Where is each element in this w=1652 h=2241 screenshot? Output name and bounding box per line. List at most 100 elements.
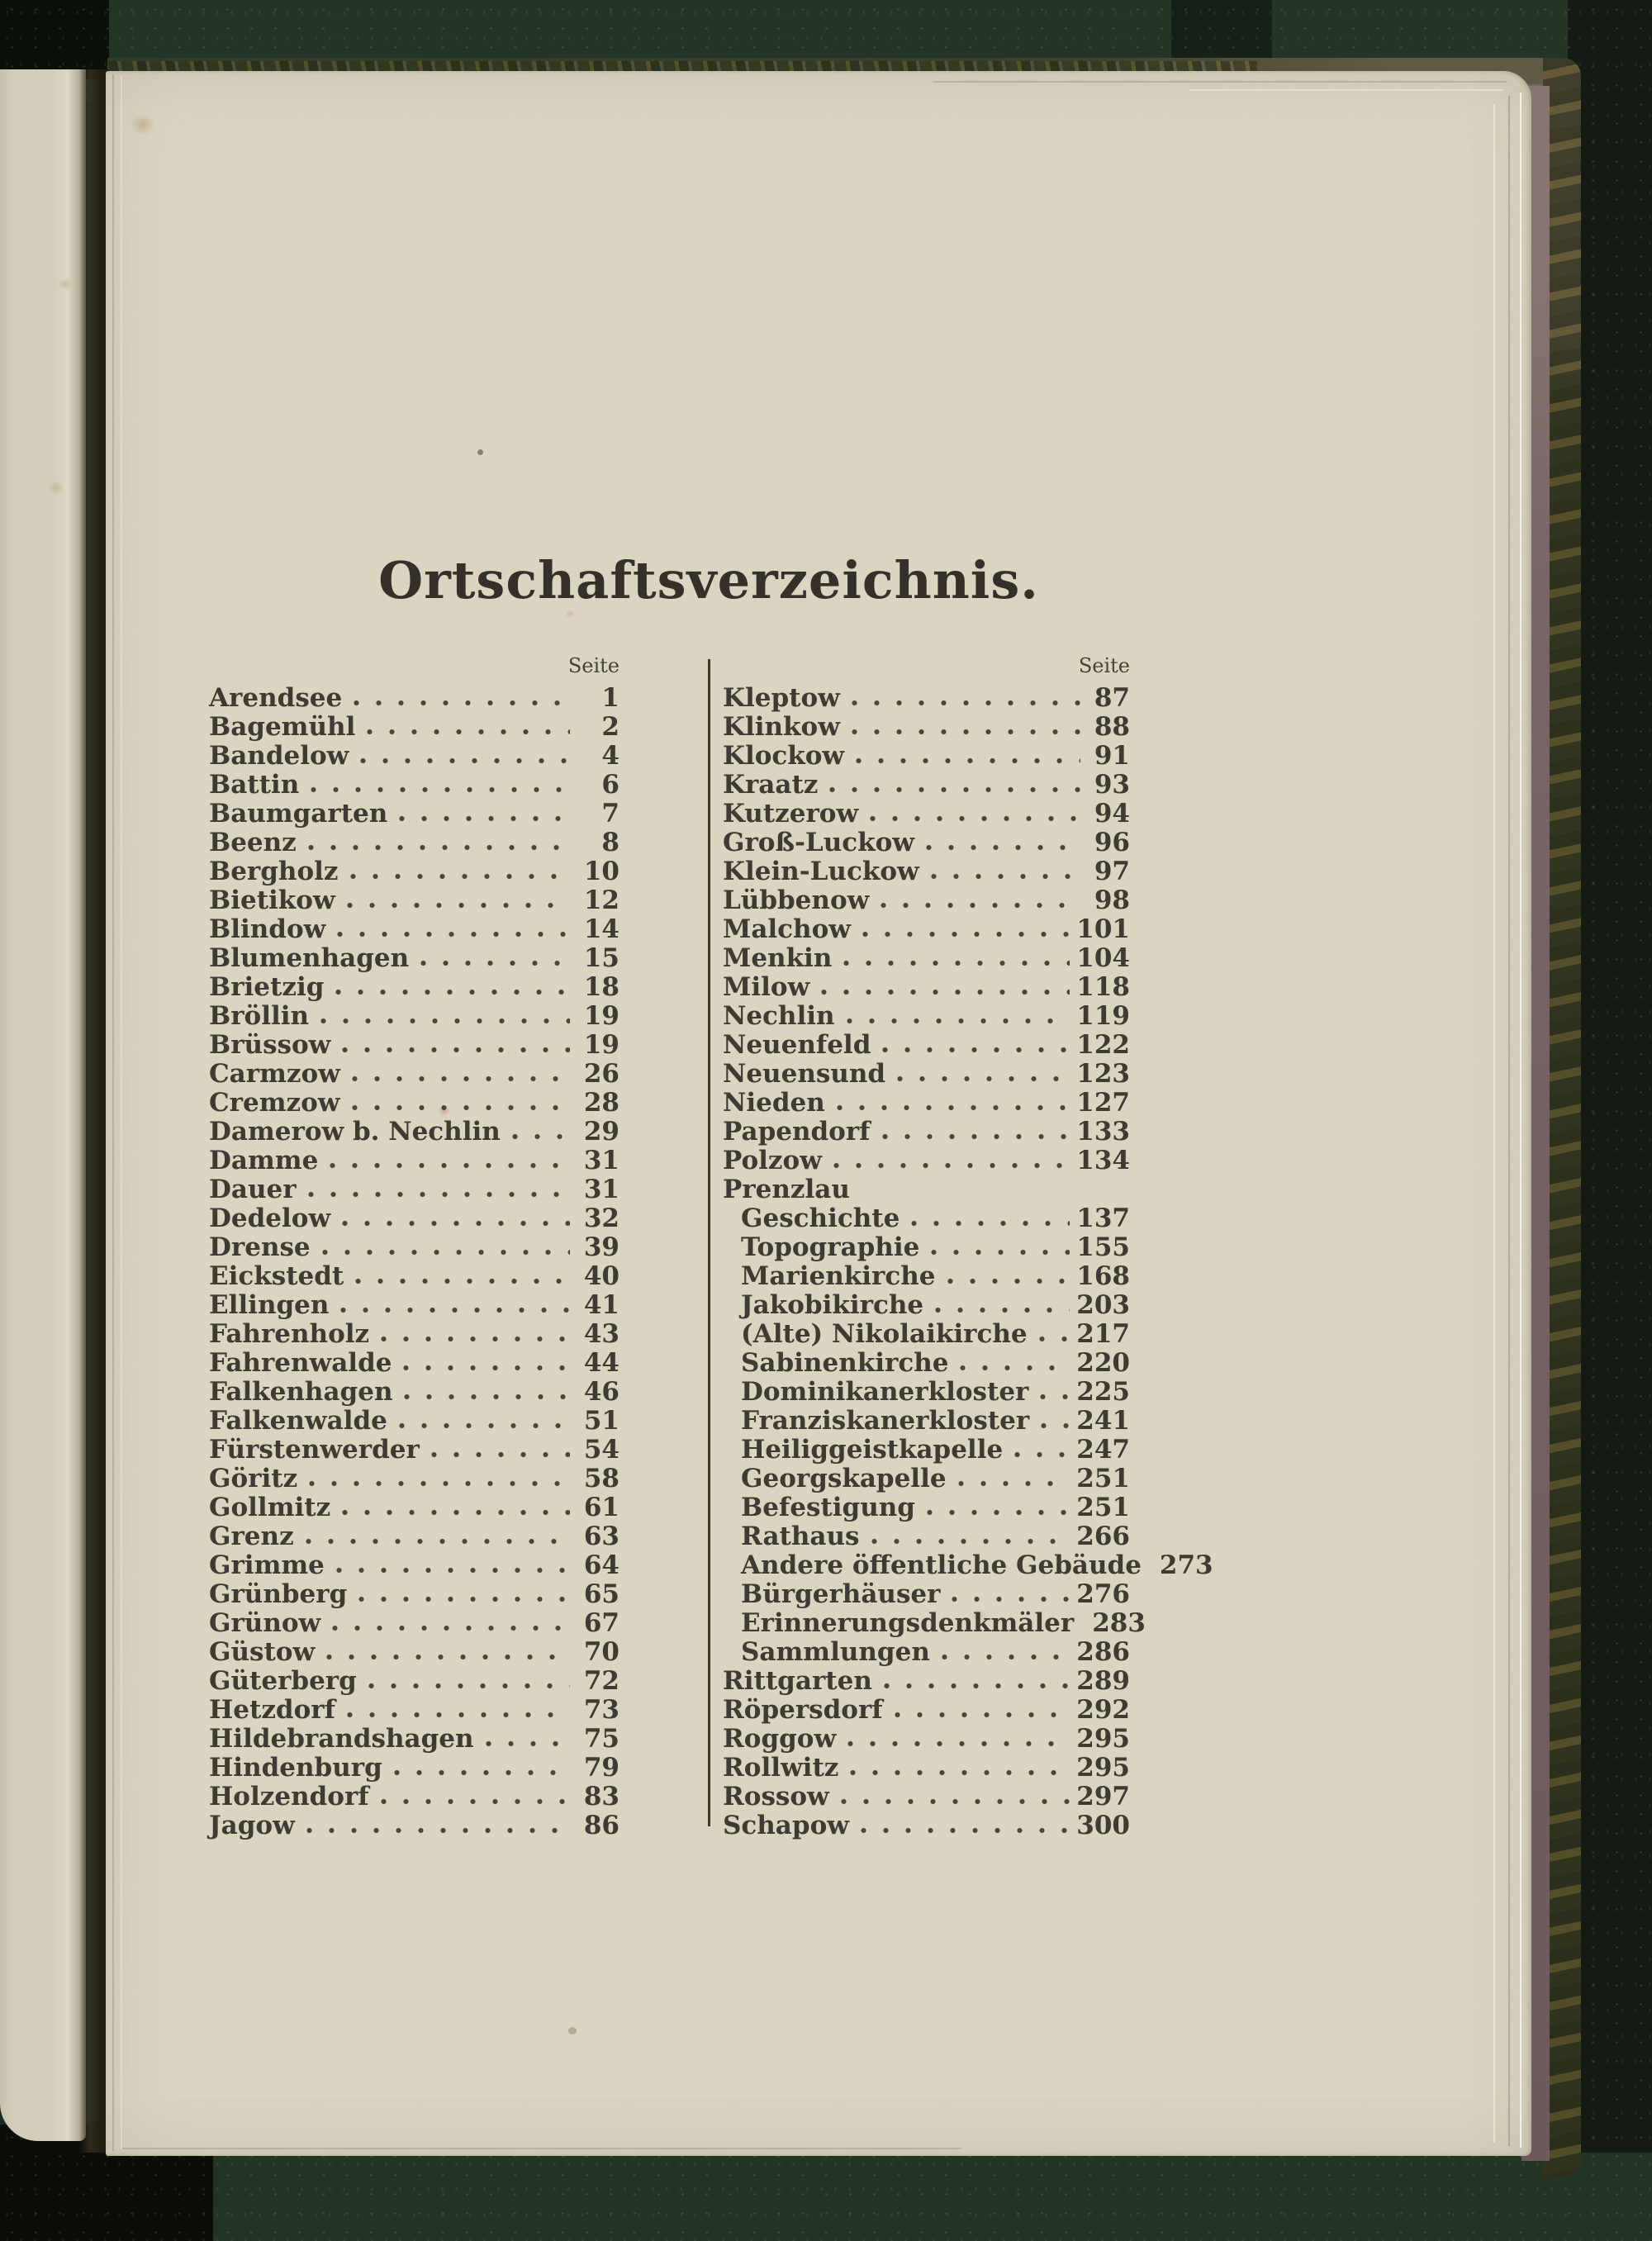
toc-entry: Bergholz 10 <box>209 857 620 886</box>
toc-entry-page: 273 <box>1159 1550 1213 1580</box>
toc-leader-dots <box>1014 1451 1070 1459</box>
toc-entry: Georgskapelle 251 <box>723 1465 1130 1493</box>
toc-entry: Milow 118 <box>723 973 1130 1002</box>
toc-leader-dots <box>332 1625 570 1632</box>
toc-entry-label: Andere öffentliche Gebäude <box>741 1550 1142 1580</box>
toc-entry: Jakobikirche 203 <box>723 1291 1130 1320</box>
toc-entry-page: 44 <box>583 1348 620 1378</box>
page-gutter-shadow <box>79 69 109 2153</box>
toc-entry: Kraatz 93 <box>723 771 1130 800</box>
toc-entry-page: 295 <box>1076 1753 1130 1783</box>
toc-entry: Schapow 300 <box>723 1811 1130 1840</box>
toc-entry-label: Kraatz <box>723 770 819 800</box>
toc-entry: Grenz 63 <box>209 1522 620 1551</box>
toc-entry-label: Holzendorf <box>209 1782 369 1811</box>
toc-entry-label: Fahrenholz <box>209 1319 370 1349</box>
toc-entry: Grünow 67 <box>209 1609 620 1638</box>
toc-entry: Neuenfeld 122 <box>723 1031 1130 1060</box>
toc-entry-page: 220 <box>1076 1348 1130 1378</box>
toc-entry-label: Bürgerhäuser <box>741 1579 941 1609</box>
page-edge-line <box>1493 104 1495 2143</box>
toc-entry-label: Sammlungen <box>741 1637 930 1667</box>
toc-entry-page: 283 <box>1092 1608 1146 1638</box>
foxing-spot <box>131 114 155 135</box>
toc-entry-page: 31 <box>583 1146 620 1175</box>
toc-leader-dots <box>351 1104 570 1112</box>
toc-entry-page: 88 <box>1094 712 1130 742</box>
page-edge-line <box>1508 96 1510 2146</box>
toc-entry: Roggow 295 <box>723 1725 1130 1754</box>
toc-leader-dots <box>398 1422 570 1430</box>
toc-leader-dots <box>307 844 570 852</box>
toc-entry: Falkenwalde 51 <box>209 1407 620 1436</box>
toc-entry: Bietikow 12 <box>209 886 620 915</box>
toc-entry-page: 292 <box>1076 1695 1130 1725</box>
toc-entry-page: 63 <box>583 1522 620 1551</box>
toc-leader-dots <box>342 1220 570 1227</box>
toc-leader-dots <box>346 1712 570 1719</box>
toc-entry-page: 6 <box>601 770 620 800</box>
toc-entry-label: Beenz <box>209 828 297 857</box>
toc-entry-page: 65 <box>583 1579 620 1609</box>
toc-entry: Klinkow 88 <box>723 713 1130 742</box>
column-header-seite-left: Seite <box>567 654 620 677</box>
toc-entry-label: Hetzdorf <box>209 1695 335 1725</box>
toc-leader-dots <box>355 1278 570 1285</box>
ink-speck <box>477 449 483 455</box>
toc-entry-label: Carmzow <box>209 1059 340 1089</box>
toc-entry-page: 251 <box>1076 1464 1130 1493</box>
toc-entry-label: Menkin <box>723 943 833 973</box>
toc-entry: Marienkirche 168 <box>723 1262 1130 1291</box>
toc-entry-page: 286 <box>1076 1637 1130 1667</box>
toc-entry: Bagemühl 2 <box>209 713 620 742</box>
toc-entry: Malchow 101 <box>723 915 1130 944</box>
toc-entry-page: 58 <box>583 1464 620 1493</box>
toc-leader-dots <box>381 1336 570 1343</box>
toc-entry-label: Neuenfeld <box>723 1030 871 1060</box>
toc-entry-label: Bröllin <box>209 1001 310 1031</box>
page-edge-line <box>1520 93 1521 2148</box>
toc-leader-dots <box>368 1683 570 1690</box>
toc-leader-dots <box>833 1162 1070 1170</box>
toc-leader-dots <box>330 1162 570 1170</box>
toc-entry-page: 127 <box>1076 1088 1130 1118</box>
toc-leader-dots <box>337 931 570 938</box>
toc-leader-dots <box>380 1798 570 1806</box>
toc-entry-label: Falkenwalde <box>209 1406 387 1436</box>
toc-entry: Sammlungen 286 <box>723 1638 1130 1667</box>
toc-leader-dots <box>851 700 1080 707</box>
toc-entry-label: Franziskanerkloster <box>741 1406 1030 1436</box>
toc-entry: Rittgarten 289 <box>723 1667 1130 1696</box>
toc-entry: Papendorf 133 <box>723 1118 1130 1147</box>
toc-entry-page: 133 <box>1076 1117 1130 1147</box>
toc-leader-dots <box>335 1567 570 1574</box>
toc-entry: Göritz 58 <box>209 1465 620 1493</box>
toc-entry: Andere öffentliche Gebäude 273 <box>723 1551 1213 1580</box>
toc-entry-page: 119 <box>1076 1001 1130 1031</box>
scanner-background-right <box>1568 0 1652 2241</box>
toc-entry-page: 289 <box>1076 1666 1130 1696</box>
toc-leader-dots <box>881 902 1080 909</box>
toc-entry-page: 104 <box>1076 943 1130 973</box>
toc-leader-dots <box>349 873 570 881</box>
toc-entry: Röpersdorf 292 <box>723 1696 1130 1725</box>
page-title: Ortschaftsverzeichnis. <box>378 550 1039 610</box>
toc-entry: (Alte) Nikolaikirche 217 <box>723 1320 1130 1349</box>
toc-entry: Sabinenkirche 220 <box>723 1349 1130 1378</box>
toc-entry-page: 93 <box>1094 770 1130 800</box>
toc-entry-label: Grünow <box>209 1608 321 1638</box>
page-inner-margin-line <box>121 76 122 2149</box>
toc-leader-dots <box>894 1712 1070 1719</box>
toc-entry-label: Baumgarten <box>209 799 388 829</box>
toc-entry-page: 14 <box>583 914 620 944</box>
toc-entry-page: 72 <box>583 1666 620 1696</box>
toc-leader-dots <box>941 1654 1070 1661</box>
toc-entry: Bandelow 4 <box>209 742 620 771</box>
toc-entry-page: 98 <box>1094 885 1130 915</box>
toc-entry-page: 79 <box>583 1753 620 1783</box>
toc-leader-dots <box>399 815 570 823</box>
toc-leader-dots <box>871 1538 1070 1545</box>
toc-leader-dots <box>307 1191 570 1199</box>
toc-entry: Brietzig 18 <box>209 973 620 1002</box>
toc-entry: Neuensund 123 <box>723 1060 1130 1089</box>
